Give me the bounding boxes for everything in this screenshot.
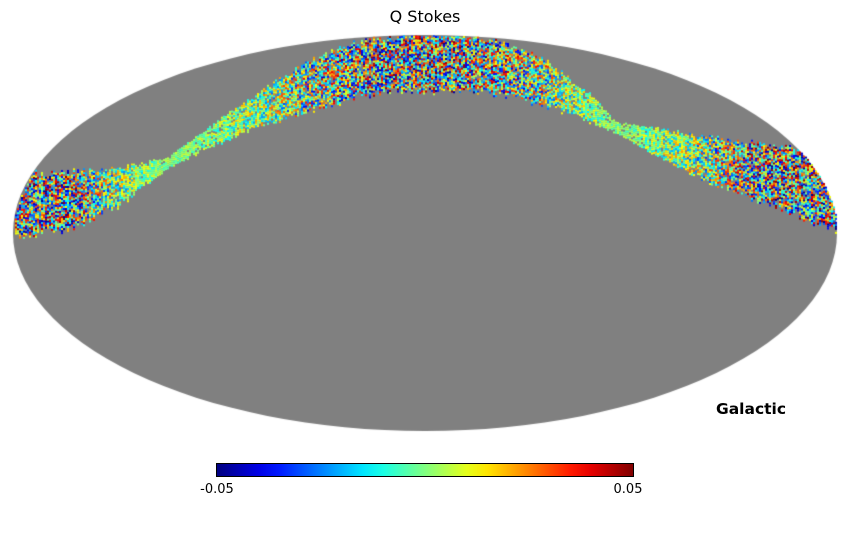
figure: Q Stokes Galactic -0.05 0.05 [0,0,850,540]
mollweide-skymap-canvas [0,0,850,445]
coordinate-system-label: Galactic [716,400,786,418]
colorbar-max-label: 0.05 [614,482,643,497]
colorbar [216,463,634,477]
colorbar-min-label: -0.05 [200,482,234,497]
